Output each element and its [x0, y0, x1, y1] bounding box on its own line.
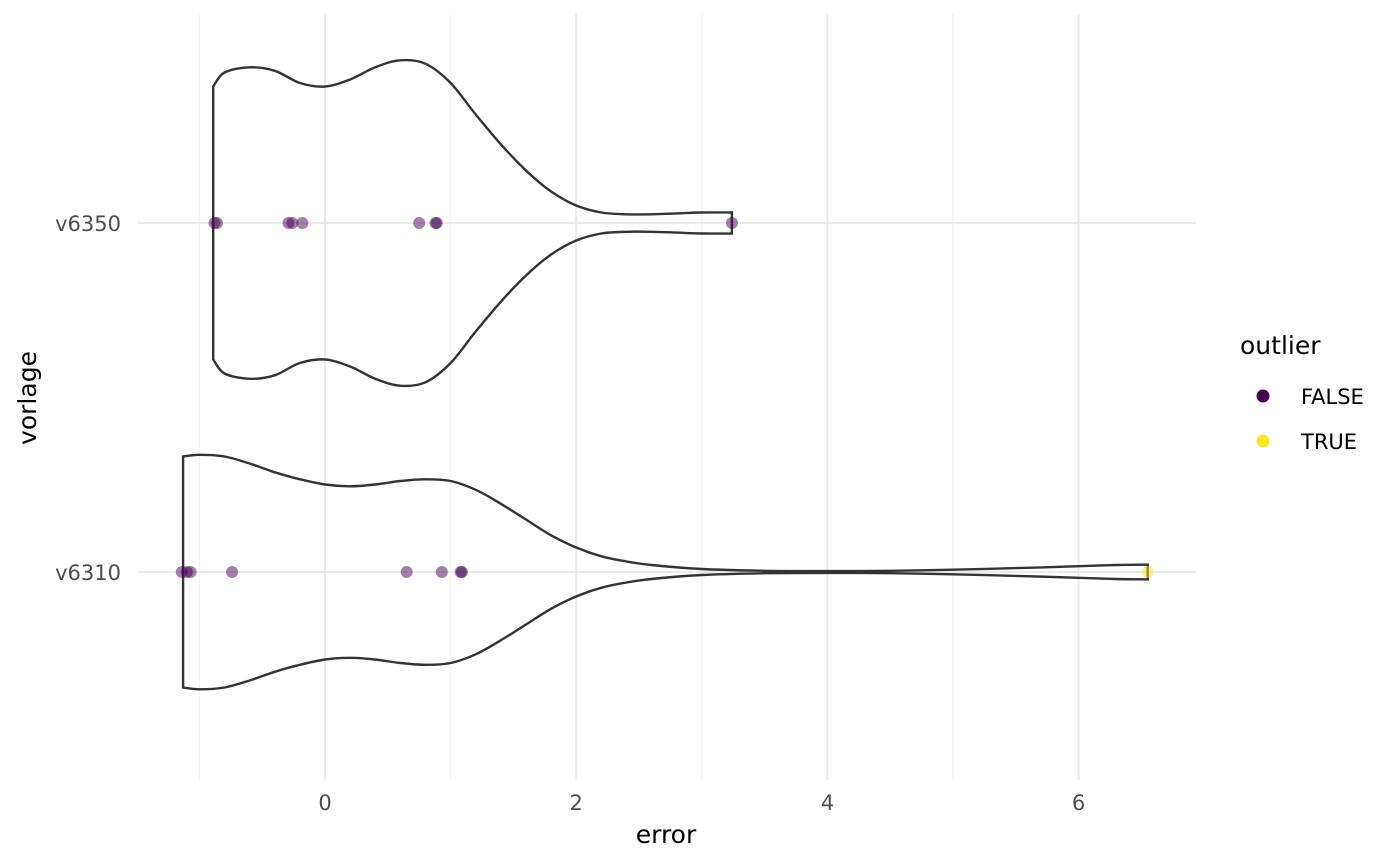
x-tick-label: 4 [821, 791, 834, 815]
data-point [296, 217, 309, 229]
legend-swatch-false [1256, 389, 1270, 403]
data-point [286, 217, 299, 229]
x-tick-label: 6 [1072, 791, 1085, 815]
data-point [725, 217, 738, 229]
points [175, 217, 1154, 578]
y-tick-label: v6350 [55, 212, 121, 236]
grid [138, 14, 1196, 780]
violin-v6310 [181, 453, 1149, 691]
legend-title: outlier [1240, 331, 1321, 360]
x-tick-label: 2 [570, 791, 583, 815]
x-tick-label: 0 [318, 791, 331, 815]
legend-label-false: FALSE [1301, 385, 1364, 409]
legend-label-true: TRUE [1300, 430, 1357, 454]
violin-v6350 [212, 58, 734, 388]
data-point [400, 566, 413, 578]
legend: outlier FALSE TRUE [1240, 331, 1364, 454]
data-point [184, 566, 197, 578]
y-axis-ticks: v6310 v6350 [55, 212, 121, 585]
x-axis-title: error [636, 820, 697, 849]
data-point [413, 217, 426, 229]
violins [181, 58, 1149, 691]
data-point [1141, 566, 1154, 578]
x-axis-ticks: 0 2 4 6 [318, 791, 1085, 815]
legend-swatch-true [1256, 434, 1270, 448]
y-tick-label: v6310 [55, 561, 121, 585]
y-axis-title: vorlage [13, 351, 42, 445]
data-point [430, 217, 443, 229]
data-point [210, 217, 223, 229]
data-point [455, 566, 468, 578]
data-point [226, 566, 239, 578]
data-point [435, 566, 448, 578]
